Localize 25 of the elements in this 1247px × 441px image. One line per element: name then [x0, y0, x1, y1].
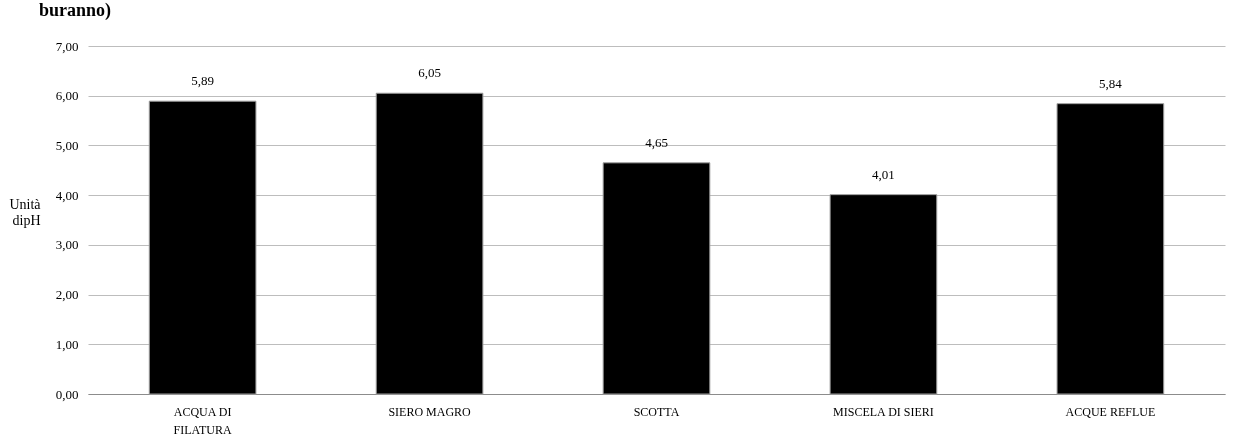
data-label: 5,84 — [1099, 75, 1123, 91]
bar — [375, 92, 484, 395]
y-tick-label: 0,00 — [55, 386, 79, 402]
y-tick-label: 3,00 — [55, 237, 79, 253]
bar — [829, 194, 938, 395]
y-tick-label: 4,00 — [55, 187, 79, 203]
y-axis-title: Unità dipH — [9, 196, 42, 228]
bar — [602, 162, 711, 395]
bar — [1056, 103, 1165, 395]
data-label: 4,01 — [872, 166, 895, 182]
y-tick-label: 5,00 — [55, 137, 79, 153]
x-tick-label: MISCELA DI SIERI — [833, 404, 934, 419]
y-tick-label: 6,00 — [55, 88, 79, 104]
x-tick-label: ACQUA DI FILATURA — [173, 404, 232, 437]
chart-title: buranno) — [38, 0, 111, 21]
data-label: 5,89 — [191, 73, 214, 89]
bar — [148, 100, 257, 395]
x-tick-label: ACQUE REFLUE — [1065, 404, 1156, 419]
data-label: 6,05 — [418, 65, 441, 81]
y-tick-label: 7,00 — [55, 38, 79, 54]
x-tick-label: SIERO MAGRO — [388, 404, 472, 419]
y-tick-label: 1,00 — [55, 336, 79, 352]
x-tick-label: SCOTTA — [633, 404, 680, 419]
data-label: 4,65 — [645, 134, 668, 150]
y-tick-label: 2,00 — [55, 287, 79, 303]
